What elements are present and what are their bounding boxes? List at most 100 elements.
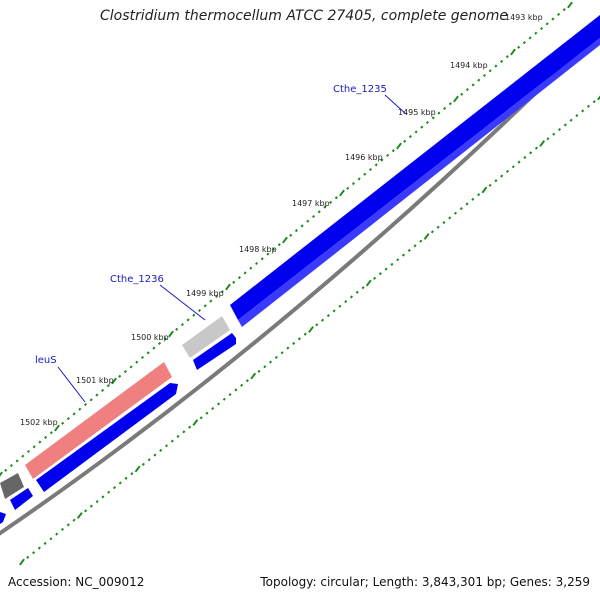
tick-minor xyxy=(232,280,236,284)
tick-minor xyxy=(240,383,244,387)
tick-minor xyxy=(545,22,549,26)
tick-minor xyxy=(274,355,278,359)
tick-minor xyxy=(529,151,533,155)
tick-minor xyxy=(505,55,509,59)
tick-minor xyxy=(539,26,544,31)
tick-minor xyxy=(306,219,310,223)
tick-minor xyxy=(294,229,298,233)
tick-label: 1502 kbp xyxy=(20,418,58,427)
tick-minor xyxy=(159,448,163,452)
tick-major xyxy=(76,512,83,519)
tick-major xyxy=(192,419,199,426)
tick-minor xyxy=(257,369,261,373)
tick-minor xyxy=(254,261,259,266)
tick-minor xyxy=(546,137,550,141)
tick-major xyxy=(396,142,402,150)
tick-minor xyxy=(471,197,475,201)
tick-minor xyxy=(511,165,515,169)
tick-minor xyxy=(37,546,41,550)
tick-minor xyxy=(192,313,196,317)
tick-minor xyxy=(430,230,434,234)
tick-minor xyxy=(471,83,475,87)
tick-minor xyxy=(488,69,492,73)
tick-minor xyxy=(465,202,469,206)
tick-minor xyxy=(209,299,213,303)
tick-minor xyxy=(4,468,8,472)
tick-minor xyxy=(60,527,64,532)
tick-minor xyxy=(317,210,321,214)
cds-dark-left xyxy=(0,473,24,499)
tick-minor xyxy=(152,346,156,350)
tick-major xyxy=(339,189,345,197)
tick-minor xyxy=(146,351,150,355)
tick-minor xyxy=(280,351,284,355)
tick-minor xyxy=(344,300,348,304)
tick-minor xyxy=(378,272,382,276)
cds-small-left xyxy=(10,488,33,510)
tick-minor xyxy=(199,416,203,420)
tick-minor xyxy=(84,509,88,513)
cds-cthe1236-blue xyxy=(193,333,236,370)
cds-band-right-shadow xyxy=(238,38,600,327)
tick-minor xyxy=(43,541,47,545)
tick-minor xyxy=(203,304,207,308)
tick-minor xyxy=(420,125,424,129)
tick-minor xyxy=(215,294,219,298)
tick-minor xyxy=(460,92,464,96)
tick-minor xyxy=(334,196,338,200)
tick-minor xyxy=(237,276,241,280)
tick-minor xyxy=(396,258,400,262)
tick-minor xyxy=(534,146,538,150)
tick-minor xyxy=(182,430,186,434)
tick-minor xyxy=(581,109,585,113)
tick-label: 1498 kbp xyxy=(239,245,277,254)
tick-minor xyxy=(129,365,133,369)
tick-label: 1495 kbp xyxy=(398,108,436,117)
tick-minor xyxy=(575,114,579,118)
tick-minor xyxy=(391,149,395,153)
tick-minor xyxy=(363,172,367,176)
tick-minor xyxy=(222,397,226,401)
gene-label-cthe1236: Cthe_1236 xyxy=(110,274,164,285)
tick-minor xyxy=(130,472,134,476)
tick-minor xyxy=(437,111,441,115)
tick-minor xyxy=(66,523,70,527)
tick-minor xyxy=(49,537,53,541)
callout-cthe1236 xyxy=(159,284,206,321)
tick-minor xyxy=(442,220,446,225)
tick-major xyxy=(539,140,546,147)
tick-minor xyxy=(488,183,492,187)
tick-minor xyxy=(380,158,384,162)
tick-minor xyxy=(26,555,30,559)
tick-minor xyxy=(500,59,504,63)
tick-minor xyxy=(32,445,36,449)
cds-leuS-highlight xyxy=(25,362,172,479)
tick-minor xyxy=(66,417,70,421)
tick-minor xyxy=(140,355,145,360)
tick-major xyxy=(111,377,117,385)
tick-major xyxy=(0,471,3,477)
tick-major xyxy=(567,1,573,9)
tick-minor xyxy=(408,135,412,139)
tick-minor xyxy=(158,341,162,345)
tick-minor xyxy=(349,295,353,299)
tick-minor xyxy=(361,286,365,290)
tick-minor xyxy=(329,200,333,204)
tick-minor xyxy=(552,132,556,136)
tick-minor xyxy=(407,248,411,253)
tick-minor xyxy=(522,41,526,45)
tick-minor xyxy=(494,179,498,183)
tick-minor xyxy=(459,207,463,211)
tick-minor xyxy=(228,393,232,397)
tick-track-outer xyxy=(0,1,573,477)
cds-cthe1236-gray xyxy=(182,316,230,358)
tick-minor xyxy=(118,481,122,485)
tick-minor xyxy=(124,476,128,480)
tick-minor xyxy=(89,504,93,508)
tick-minor xyxy=(245,379,249,383)
tick-minor xyxy=(163,337,167,341)
tick-labels: 1493 kbp 1494 kbp 1495 kbp 1496 kbp 1497 kbp… xyxy=(20,13,543,427)
tick-minor xyxy=(186,318,190,322)
tick-minor xyxy=(494,64,498,68)
